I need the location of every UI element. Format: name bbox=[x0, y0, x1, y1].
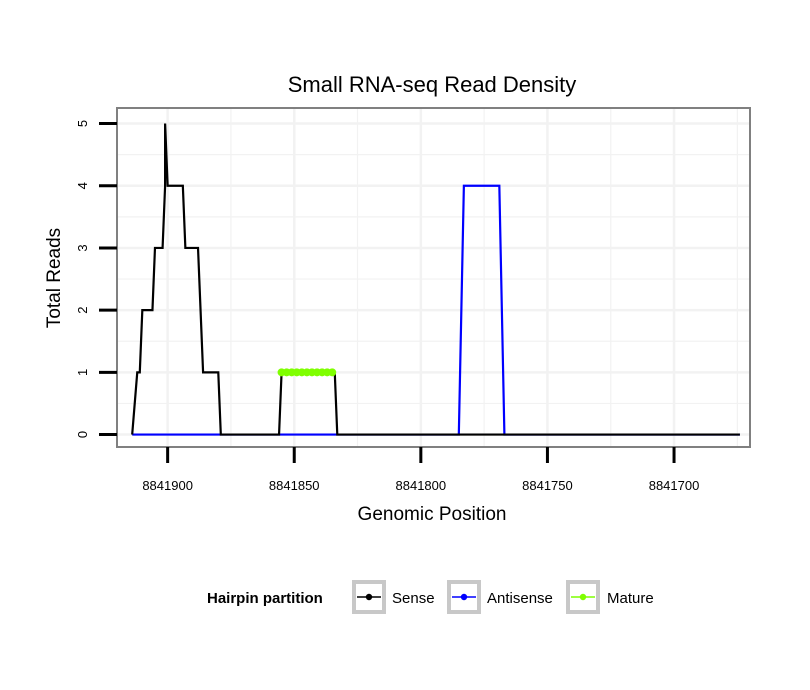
legend-item-antisense: Antisense bbox=[447, 580, 553, 614]
y-tick-label: 5 bbox=[75, 120, 90, 127]
y-tick-label: 2 bbox=[75, 307, 90, 314]
legend-item-mature: Mature bbox=[566, 580, 654, 614]
x-tick-label: 8841700 bbox=[649, 478, 700, 493]
x-tick-label: 8841750 bbox=[522, 478, 573, 493]
legend-label-mature: Mature bbox=[607, 590, 654, 607]
chart-title: Small RNA-seq Read Density bbox=[288, 72, 577, 97]
x-tick-label: 8841800 bbox=[396, 478, 447, 493]
axis-ticks bbox=[99, 122, 676, 463]
series-layer bbox=[131, 123, 740, 436]
legend-point-antisense bbox=[460, 593, 468, 601]
y-tick-label: 1 bbox=[75, 369, 90, 376]
legend-point-sense bbox=[365, 593, 373, 601]
y-tick-label: 4 bbox=[75, 182, 90, 189]
legend-point-mature bbox=[579, 593, 587, 601]
y-tick-label: 3 bbox=[75, 244, 90, 251]
x-tick-label: 8841850 bbox=[269, 478, 320, 493]
tick-labels: 8841900 8841850 8841800 8841750 8841700 0 1 2 3 4… bbox=[75, 120, 699, 493]
legend: Hairpin partition Sense Antisense Mature bbox=[207, 580, 654, 614]
x-axis-label: Genomic Position bbox=[358, 504, 507, 525]
legend-label-antisense: Antisense bbox=[487, 590, 553, 607]
legend-label-sense: Sense bbox=[392, 590, 435, 607]
legend-title: Hairpin partition bbox=[207, 590, 323, 607]
y-axis-label: Total Reads bbox=[44, 228, 65, 328]
legend-item-sense: Sense bbox=[352, 580, 435, 614]
x-tick-label: 8841900 bbox=[142, 478, 193, 493]
data-point-mature bbox=[328, 368, 337, 377]
plot-panel bbox=[116, 107, 751, 448]
y-tick-label: 0 bbox=[75, 431, 90, 438]
